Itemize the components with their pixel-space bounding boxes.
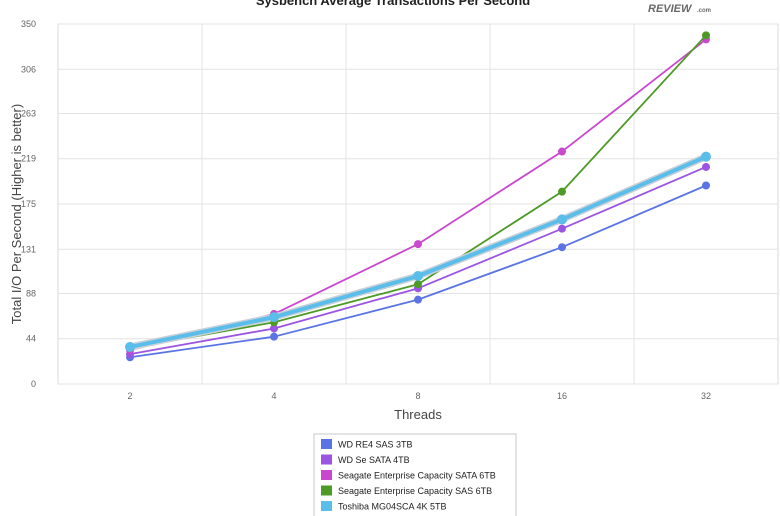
data-point[interactable] [558, 224, 566, 233]
brand-logo-suffix: .com [697, 8, 711, 14]
series-group [126, 162, 710, 359]
data-point[interactable] [558, 243, 566, 252]
data-point[interactable] [414, 240, 422, 249]
legend-swatch [321, 454, 332, 465]
x-tick-label: 16 [557, 391, 567, 401]
y-tick-label: 175 [21, 199, 36, 209]
y-tick-label: 44 [26, 334, 36, 344]
data-point[interactable] [558, 147, 566, 156]
series-layer [125, 31, 711, 362]
data-point[interactable] [558, 187, 566, 196]
data-point[interactable] [557, 214, 567, 225]
x-tick-label: 2 [127, 391, 132, 401]
data-point[interactable] [270, 332, 278, 341]
y-axis-label: Total I/O Per Second (Higher is better) [9, 104, 24, 324]
y-tick-label: 306 [21, 64, 36, 74]
series-group [125, 151, 711, 352]
y-tick-label: 263 [21, 108, 36, 118]
data-point[interactable] [269, 312, 279, 323]
legend-label: WD Se SATA 4TB [338, 455, 410, 465]
legend-label: Seagate Enterprise Capacity SATA 6TB [338, 471, 496, 481]
brand-logo: REVIEW .com [648, 3, 711, 15]
y-tick-label: 350 [21, 19, 36, 29]
x-axis-ticks: 2 4 8 16 32 [127, 391, 711, 401]
legend-item[interactable]: Seagate Enterprise Capacity SAS 6TB [321, 485, 492, 497]
legend-item[interactable]: Seagate Enterprise Capacity SATA 6TB [321, 470, 496, 481]
y-tick-label: 0 [31, 379, 36, 389]
legend[interactable]: WD RE4 SAS 3TB WD Se SATA 4TB Seagate Ente… [313, 433, 517, 516]
data-point[interactable] [702, 31, 710, 40]
legend-item[interactable]: WD RE4 SAS 3TB [321, 439, 413, 450]
data-point[interactable] [413, 271, 423, 281]
y-tick-label: 219 [21, 154, 36, 164]
data-point[interactable] [414, 280, 422, 289]
legend-swatch [321, 470, 332, 480]
legend-label: Seagate Enterprise Capacity SAS 6TB [338, 486, 492, 496]
data-point[interactable] [702, 181, 710, 190]
legend-swatch [321, 439, 332, 449]
x-tick-label: 8 [415, 391, 420, 401]
y-tick-label: 88 [26, 288, 36, 298]
y-axis-ticks: 0 44 88 131 175 219 263 306 350 [21, 19, 36, 389]
y-tick-label: 131 [21, 244, 36, 254]
legend-label: WD RE4 SAS 3TB [338, 440, 413, 450]
brand-logo-text: REVIEW [648, 3, 693, 15]
data-point[interactable] [702, 162, 710, 171]
legend-label: Toshiba MG04SCA 4K 5TB [338, 502, 447, 512]
x-tick-label: 32 [701, 391, 711, 401]
x-tick-label: 4 [271, 391, 276, 401]
legend-box [313, 433, 517, 516]
data-point[interactable] [270, 324, 278, 333]
legend-swatch [321, 501, 332, 511]
legend-swatch [321, 485, 332, 496]
x-axis-label: Threads [394, 407, 442, 422]
data-point[interactable] [125, 341, 135, 352]
legend-item[interactable]: WD Se SATA 4TB [321, 454, 410, 466]
data-point[interactable] [414, 295, 422, 304]
chart-title: Sysbench Average Transactions Per Second [256, 0, 530, 8]
data-point[interactable] [701, 151, 711, 162]
legend-item[interactable]: Toshiba MG04SCA 4K 5TB [321, 501, 447, 512]
